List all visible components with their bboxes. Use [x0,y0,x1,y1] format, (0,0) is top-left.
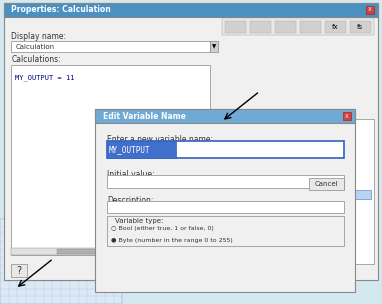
Bar [225,21,246,33]
Bar [210,41,218,52]
Bar [275,21,296,33]
Bar [57,249,103,254]
Bar [350,21,371,33]
Text: ■ MY_OUTPUT: ■ MY_OUTPUT [256,191,313,198]
Bar [11,248,210,255]
Text: Calculation: Calculation [15,43,54,50]
Text: 🌐 Globals: 🌐 Globals [233,127,265,134]
Bar [300,21,321,33]
Text: ⊟ Constants: ⊟ Constants [235,149,278,155]
Text: Variable type:: Variable type: [115,218,163,224]
Text: Display name:: Display name: [11,32,66,41]
Bar [107,175,344,188]
Text: Calculations:: Calculations: [11,55,61,64]
Bar [366,6,374,14]
Bar [96,109,355,123]
Text: Initial value:: Initial value: [107,170,155,179]
Text: MY_OUTPUT = 11: MY_OUTPUT = 11 [15,74,75,81]
Text: ?: ? [16,266,22,275]
Bar [4,3,378,17]
Bar [225,190,371,199]
Bar [96,109,355,292]
Bar [250,21,271,33]
Text: fx: fx [332,24,338,30]
Text: X: X [345,114,349,119]
Bar [11,264,27,277]
Bar [222,18,374,35]
Text: Properties: Calculation: Properties: Calculation [11,5,111,14]
Bar [0,219,122,304]
Text: Enter a new variable name:: Enter a new variable name: [107,135,213,144]
Bar [309,178,344,190]
Text: Description:: Description: [107,196,153,205]
Text: ○ Bool (either true, 1 or false, 0): ○ Bool (either true, 1 or false, 0) [111,226,214,230]
Text: X: X [368,7,372,12]
Bar [11,65,210,255]
Text: ⊟ Variables: ⊟ Variables [235,170,275,176]
Bar [11,41,210,52]
Text: ● Byte (number in the range 0 to 255): ● Byte (number in the range 0 to 255) [111,238,233,243]
Bar [343,112,351,120]
Bar [107,141,344,158]
Text: Edit Variable Name: Edit Variable Name [103,112,186,121]
Bar [107,216,344,246]
Text: MY_OUTPUT: MY_OUTPUT [109,145,151,154]
Bar [325,21,346,33]
Bar [107,201,344,213]
Bar [222,119,374,264]
Text: Cancel: Cancel [315,181,338,187]
Bar [107,141,176,158]
Text: ▼: ▼ [212,44,216,49]
Text: fs: fs [357,24,363,30]
